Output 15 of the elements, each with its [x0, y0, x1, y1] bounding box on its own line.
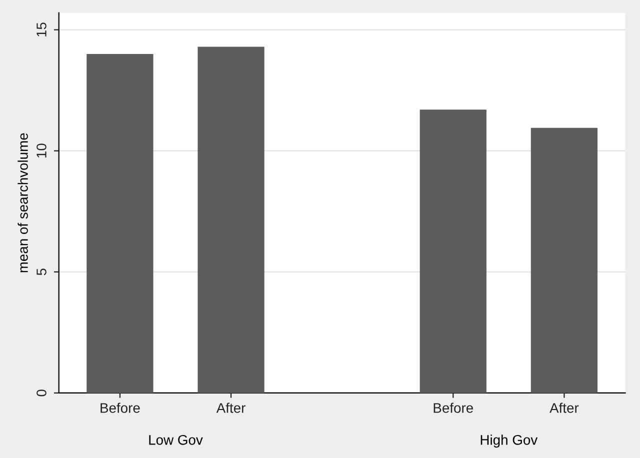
y-tick-label: 0	[36, 390, 46, 396]
bar	[420, 110, 486, 393]
text: Low Gov	[149, 434, 203, 445]
bar	[198, 46, 264, 393]
x-tick-label: Before	[100, 402, 140, 413]
y-tick-label: 5	[36, 268, 46, 276]
text: High Gov	[480, 434, 538, 448]
y-axis-title: mean of searchvolume	[18, 133, 28, 272]
x-tick-label: After	[550, 402, 579, 413]
x-tick-label: After	[216, 402, 246, 413]
y-tick-label: 10	[36, 144, 46, 158]
x-tick-label: Before	[434, 402, 473, 413]
bar	[530, 128, 598, 393]
y-tick-label: 15	[36, 22, 46, 36]
bar	[86, 54, 154, 393]
